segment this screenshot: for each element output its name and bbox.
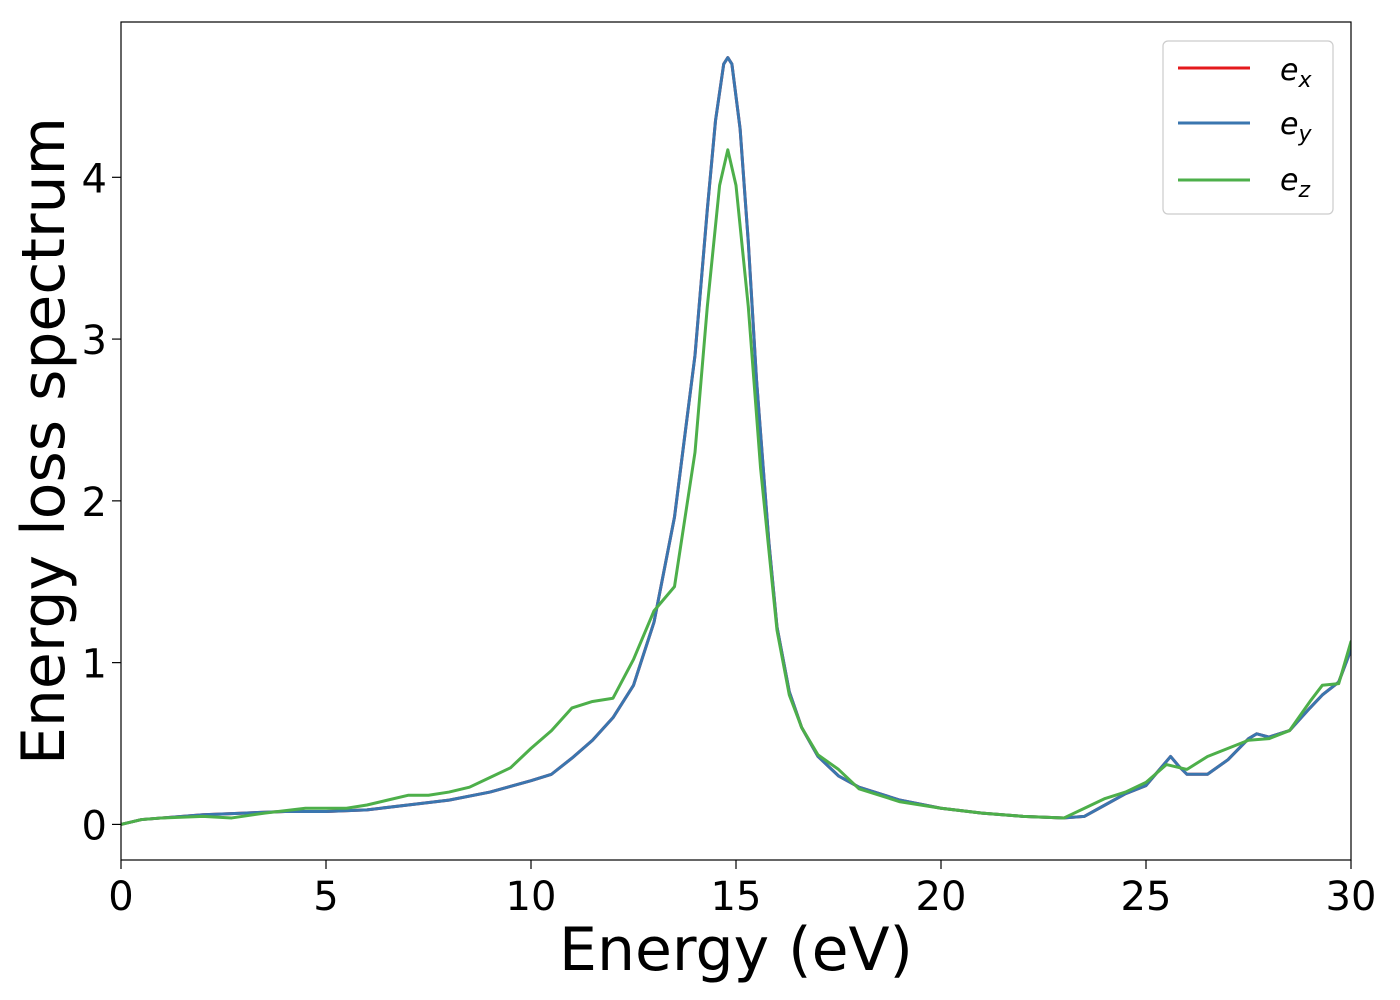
x-axis-ticks: 0 5 10 15 20 25 30 (108, 860, 1376, 920)
y-tick-label: 2 (82, 480, 107, 526)
legend: ex ey ez (1162, 40, 1334, 215)
x-tick-label: 20 (916, 874, 967, 920)
y-axis-label: Energy loss spectrum (9, 117, 79, 765)
x-tick-label: 0 (108, 874, 133, 920)
y-tick-label: 0 (82, 803, 107, 849)
legend-box (1162, 40, 1334, 215)
legend-entry-ex: ex (1178, 53, 1312, 93)
plot-lines (121, 56, 1351, 826)
x-axis-label: Energy (eV) (559, 915, 913, 985)
y-tick-label: 3 (82, 318, 107, 364)
legend-label-ey: ey (1280, 107, 1312, 147)
y-tick-label: 4 (82, 156, 107, 202)
series-line-ez (121, 148, 1351, 826)
legend-label-ez: ez (1280, 163, 1310, 203)
legend-entry-ey: ey (1178, 107, 1312, 147)
x-tick-label: 5 (313, 874, 338, 920)
x-tick-label: 30 (1326, 874, 1377, 920)
legend-entry-ez: ez (1178, 163, 1310, 203)
y-axis-ticks: 0 1 2 3 4 (82, 156, 121, 849)
x-tick-label: 25 (1121, 874, 1172, 920)
x-tick-label: 10 (506, 874, 557, 920)
legend-label-ex: ex (1280, 53, 1312, 93)
x-tick-label: 15 (711, 874, 762, 920)
y-tick-label: 1 (82, 642, 107, 688)
